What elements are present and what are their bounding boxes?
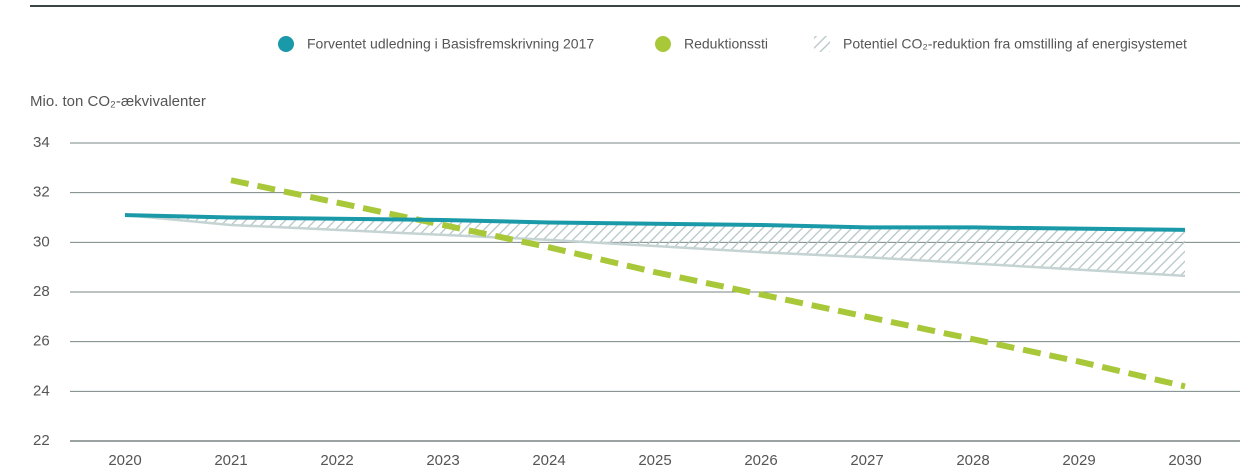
- legend-label: Potentiel CO₂-reduktion fra omstilling a…: [843, 36, 1187, 52]
- x-tick-label: 2024: [532, 452, 565, 469]
- legend-marker: [655, 36, 671, 52]
- reduction-path-line: [230, 177, 1186, 390]
- x-tick-label: 2029: [1062, 452, 1095, 469]
- baseline-line: [124, 213, 1186, 232]
- y-tick-label: 24: [33, 382, 50, 399]
- x-tick-label: 2028: [956, 452, 989, 469]
- legend-marker: [278, 36, 294, 52]
- x-tick-label: 2025: [638, 452, 671, 469]
- y-tick-label: 22: [33, 432, 50, 449]
- y-tick-label: 34: [33, 134, 50, 151]
- y-axis-label: Mio. ton CO₂-ækvivalenter: [30, 93, 206, 110]
- x-tick-label: 2023: [426, 452, 459, 469]
- legend-marker: [814, 36, 830, 52]
- x-tick-label: 2021: [214, 452, 247, 469]
- legend-label: Forventet udledning i Basisfremskrivning…: [307, 36, 594, 52]
- y-tick-label: 32: [33, 184, 50, 201]
- x-tick-label: 2020: [108, 452, 141, 469]
- x-tick-label: 2030: [1168, 452, 1201, 469]
- y-tick-label: 26: [33, 333, 50, 350]
- legend-label: Reduktionssti: [684, 36, 768, 52]
- x-tick-label: 2022: [320, 452, 353, 469]
- reduction-lower-line: [124, 213, 1186, 278]
- x-tick-label: 2026: [744, 452, 777, 469]
- y-tick-label: 28: [33, 283, 50, 300]
- x-tick-label: 2027: [850, 452, 883, 469]
- y-tick-label: 30: [33, 233, 50, 250]
